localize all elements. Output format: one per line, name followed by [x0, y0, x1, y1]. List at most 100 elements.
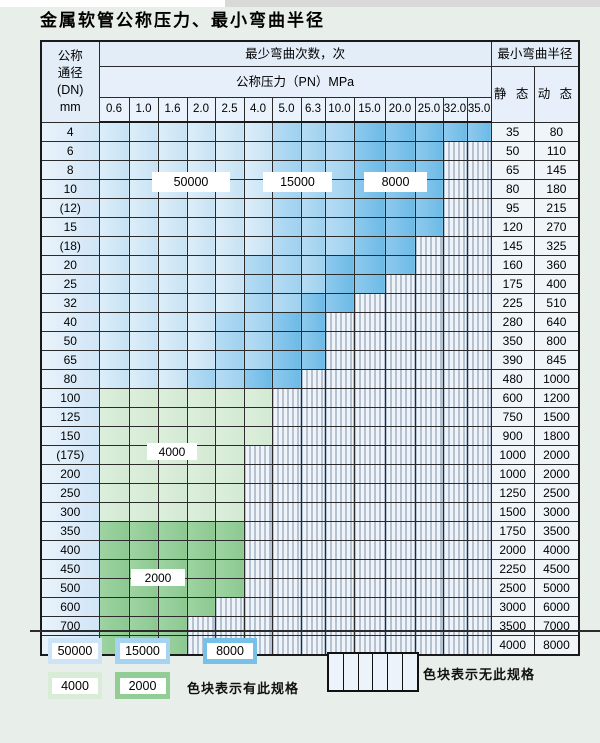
no-spec-cell	[353, 407, 386, 427]
spec-cell	[353, 141, 386, 161]
spec-cell	[98, 312, 130, 332]
table-row: 4 35 80	[40, 121, 580, 142]
dynamic-radius-cell: 2500	[533, 483, 580, 503]
no-spec-cell	[442, 369, 468, 389]
spec-cell	[157, 540, 188, 560]
spec-cell	[384, 141, 416, 161]
dynamic-radius-cell: 1200	[533, 388, 580, 408]
spec-cell	[98, 502, 130, 522]
pressure-col-header: 1.6	[157, 97, 188, 123]
spec-cell	[128, 293, 159, 313]
spec-cell	[271, 141, 302, 161]
no-spec-cell	[353, 616, 386, 636]
spec-cell	[186, 274, 216, 294]
no-spec-cell	[353, 559, 386, 579]
dn-cell: 450	[40, 559, 100, 579]
dynamic-radius-cell: 2000	[533, 445, 580, 465]
dn-cell: 600	[40, 597, 100, 617]
dynamic-radius-cell: 1500	[533, 407, 580, 427]
no-spec-cell	[384, 445, 416, 465]
dn-cell: 40	[40, 312, 100, 332]
no-spec-cell	[300, 445, 326, 465]
spec-cell	[98, 121, 130, 142]
spec-cell	[384, 255, 416, 275]
pressure-col-header: 4.0	[243, 97, 273, 123]
spec-cell	[243, 312, 273, 332]
pressure-col-header: 25.0	[414, 97, 444, 123]
no-spec-cell	[271, 502, 302, 522]
no-spec-cell	[442, 312, 468, 332]
spec-cell	[98, 141, 130, 161]
spec-cell	[271, 369, 302, 389]
pressure-col-header: 15.0	[353, 97, 386, 123]
spec-cell	[243, 217, 273, 237]
legend-swatch-2000-label: 2000	[119, 677, 166, 694]
hatch-sample-cell	[403, 654, 417, 690]
spec-cell	[186, 464, 216, 484]
spec-cell	[157, 350, 188, 370]
no-spec-cell	[414, 464, 444, 484]
no-spec-cell	[466, 521, 492, 541]
no-spec-cell	[324, 597, 355, 617]
spec-cell	[271, 217, 302, 237]
no-spec-cell	[353, 635, 386, 656]
no-spec-cell	[243, 597, 273, 617]
pressure-col-header: 35.0	[466, 97, 492, 123]
dn-cell: 125	[40, 407, 100, 427]
spec-cell	[186, 293, 216, 313]
spec-cell	[300, 236, 326, 256]
dynamic-radius-cell: 325	[533, 236, 580, 256]
no-spec-cell	[243, 616, 273, 636]
static-radius-cell: 2500	[490, 578, 535, 598]
spec-cell	[353, 121, 386, 142]
spec-cell	[300, 255, 326, 275]
static-radius-cell: 350	[490, 331, 535, 351]
spec-cell	[98, 407, 130, 427]
no-spec-cell	[442, 483, 468, 503]
no-spec-cell	[466, 464, 492, 484]
spec-cell	[300, 293, 326, 313]
no-spec-cell	[384, 331, 416, 351]
spec-cell	[271, 293, 302, 313]
spec-cell	[157, 331, 188, 351]
no-spec-cell	[243, 502, 273, 522]
no-spec-cell	[353, 388, 386, 408]
dynamic-radius-cell: 1000	[533, 369, 580, 389]
no-spec-cell	[300, 407, 326, 427]
static-radius-cell: 1000	[490, 445, 535, 465]
spec-cell	[271, 121, 302, 142]
spec-cell	[384, 236, 416, 256]
dn-cell: 4	[40, 121, 100, 142]
spec-cell	[214, 293, 245, 313]
no-spec-cell	[300, 521, 326, 541]
spec-cell	[214, 521, 245, 541]
legend-swatch-50000: 50000	[48, 638, 102, 664]
spec-cell	[186, 426, 216, 446]
no-spec-cell	[324, 312, 355, 332]
spec-cell	[300, 121, 326, 142]
spec-cell	[128, 217, 159, 237]
table-row: 40 280 640	[40, 312, 580, 332]
static-radius-cell: 65	[490, 160, 535, 180]
no-spec-cell	[243, 578, 273, 598]
static-radius-cell: 1000	[490, 464, 535, 484]
no-spec-cell	[466, 255, 492, 275]
spec-cell	[271, 274, 302, 294]
spec-cell	[271, 312, 302, 332]
dynamic-header: 动 态	[533, 66, 580, 123]
spec-cell	[157, 236, 188, 256]
dynamic-radius-cell: 5000	[533, 578, 580, 598]
dn-cell: 25	[40, 274, 100, 294]
spec-cell	[98, 160, 130, 180]
no-spec-cell	[442, 198, 468, 218]
static-radius-cell: 3000	[490, 597, 535, 617]
hatch-sample-cell	[359, 654, 374, 690]
no-spec-cell	[353, 521, 386, 541]
table-row: 500 2500 5000	[40, 578, 580, 598]
spec-cell	[243, 255, 273, 275]
static-radius-cell: 95	[490, 198, 535, 218]
pressure-col-header: 0.6	[98, 97, 130, 123]
spec-cell	[186, 483, 216, 503]
pressure-values-row: 0.6 1.0 1.6 2.0 2.5 4.0 5.0 6.3 10.0 15.0 20.0 25.0…	[41, 97, 579, 123]
static-radius-cell: 225	[490, 293, 535, 313]
